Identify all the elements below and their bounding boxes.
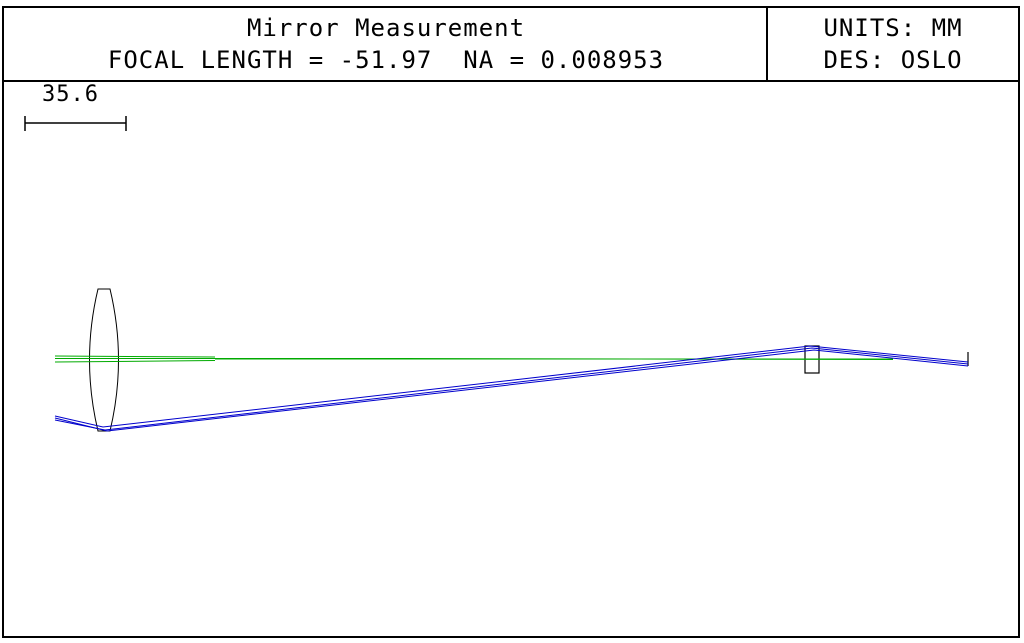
lens-element	[89, 288, 119, 432]
scale-bar-label: 35.6	[42, 82, 99, 107]
designer-label: DES: OSLO	[823, 46, 963, 74]
title-block: Mirror Measurement FOCAL LENGTH = -51.97…	[4, 8, 1018, 82]
drawing-subtitle: FOCAL LENGTH = -51.97 NA = 0.008953	[107, 46, 665, 74]
units-label: UNITS: MM	[823, 14, 963, 42]
title-block-main: Mirror Measurement FOCAL LENGTH = -51.97…	[4, 8, 768, 80]
drawing-frame: Mirror Measurement FOCAL LENGTH = -51.97…	[2, 6, 1020, 638]
drawing-title: Mirror Measurement	[246, 14, 526, 42]
scale-bar	[24, 116, 127, 131]
axial-ray-bundle	[54, 355, 894, 363]
off-axis-ray-bundle	[54, 345, 969, 432]
